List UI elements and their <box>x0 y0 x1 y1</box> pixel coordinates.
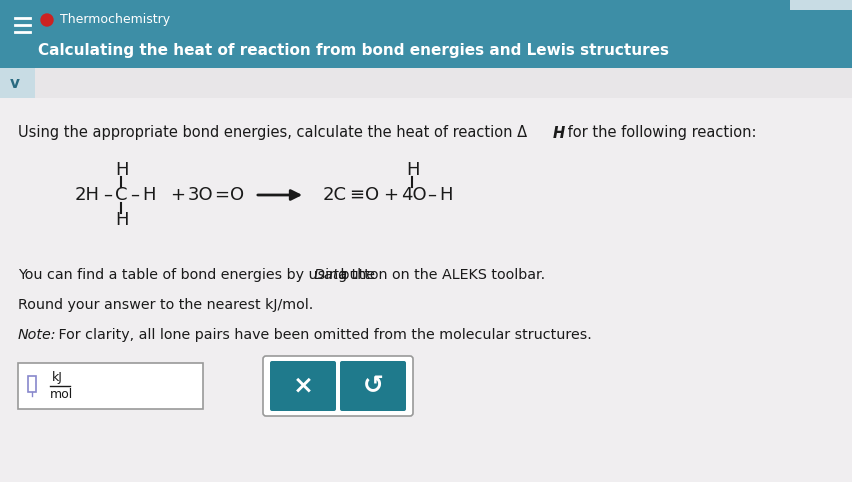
Text: ↺: ↺ <box>362 374 383 398</box>
Text: H: H <box>406 161 419 179</box>
Text: 2C: 2C <box>323 186 347 204</box>
Text: C: C <box>115 186 127 204</box>
Text: 2H: 2H <box>75 186 100 204</box>
Text: +: + <box>383 186 398 204</box>
Text: O: O <box>230 186 244 204</box>
FancyBboxPatch shape <box>0 68 35 98</box>
FancyBboxPatch shape <box>0 98 852 482</box>
Text: +: + <box>170 186 185 204</box>
FancyBboxPatch shape <box>18 363 203 409</box>
Text: H: H <box>141 186 155 204</box>
Text: You can find a table of bond energies by using the: You can find a table of bond energies by… <box>18 268 379 282</box>
Text: 4O: 4O <box>400 186 426 204</box>
Text: –: – <box>103 186 112 204</box>
Text: Thermochemistry: Thermochemistry <box>60 13 170 27</box>
Text: H: H <box>439 186 452 204</box>
Text: Data: Data <box>314 268 348 282</box>
Text: =: = <box>214 186 228 204</box>
Text: –: – <box>130 186 139 204</box>
Text: kJ: kJ <box>52 372 63 385</box>
FancyBboxPatch shape <box>340 361 406 411</box>
Text: H: H <box>552 125 565 140</box>
Text: For clarity, all lone pairs have been omitted from the molecular structures.: For clarity, all lone pairs have been om… <box>54 328 591 342</box>
Text: button on the ALEKS toolbar.: button on the ALEKS toolbar. <box>336 268 544 282</box>
Text: Using the appropriate bond energies, calculate the heat of reaction Δ: Using the appropriate bond energies, cal… <box>18 125 527 140</box>
Text: Note:: Note: <box>18 328 56 342</box>
Text: mol: mol <box>50 388 73 402</box>
Circle shape <box>41 14 53 26</box>
Text: O: O <box>365 186 378 204</box>
Text: Calculating the heat of reaction from bond energies and Lewis structures: Calculating the heat of reaction from bo… <box>38 42 668 57</box>
FancyBboxPatch shape <box>262 356 412 416</box>
FancyBboxPatch shape <box>270 361 336 411</box>
Text: for the following reaction:: for the following reaction: <box>562 125 756 140</box>
Text: –: – <box>427 186 435 204</box>
Text: ×: × <box>292 374 314 398</box>
Text: H: H <box>115 211 129 229</box>
FancyBboxPatch shape <box>0 0 852 68</box>
Text: v: v <box>10 76 20 91</box>
Text: ≡: ≡ <box>348 186 364 204</box>
FancyBboxPatch shape <box>789 0 852 10</box>
Text: Round your answer to the nearest kJ/mol.: Round your answer to the nearest kJ/mol. <box>18 298 313 312</box>
Text: H: H <box>115 161 129 179</box>
Text: 3O: 3O <box>187 186 213 204</box>
